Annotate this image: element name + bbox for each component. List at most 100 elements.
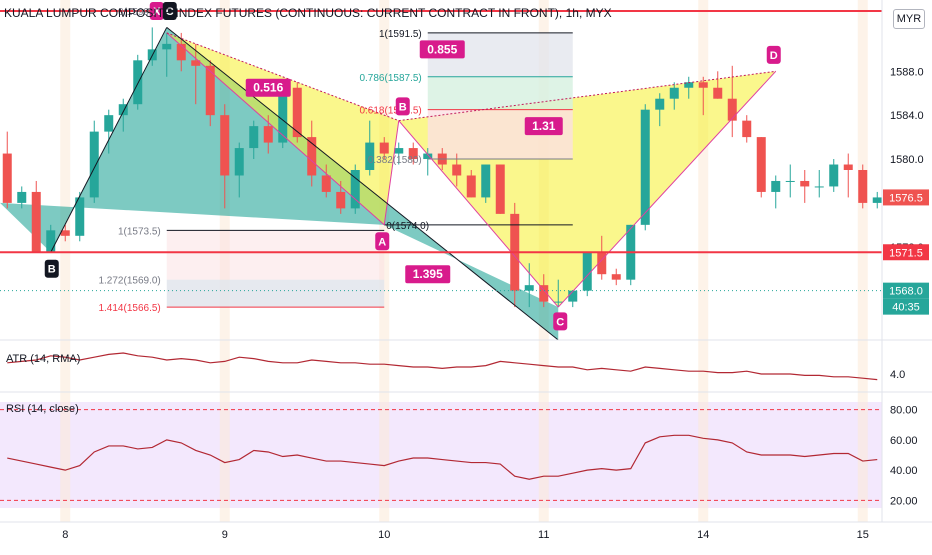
rsi-line	[7, 434, 878, 480]
session-band	[60, 0, 71, 522]
candle-body	[249, 126, 259, 149]
price-tag-label: 1571.5	[889, 247, 923, 259]
candle-body	[713, 87, 723, 99]
pattern-point-label: B	[48, 264, 56, 276]
candle-body	[176, 43, 186, 61]
candle-body	[756, 137, 766, 192]
chart-title: KUALA LUMPUR COMPOSITE INDEX FUTURES (CO…	[4, 6, 612, 20]
price-tag-bg	[883, 298, 929, 315]
candle-body	[858, 170, 868, 203]
candle-body	[727, 98, 737, 121]
rsi-level-label: 20.00	[890, 495, 918, 507]
rsi-band	[0, 402, 882, 508]
price-tag-bg	[883, 189, 929, 206]
candle-body	[669, 87, 679, 99]
candle-body	[17, 191, 27, 203]
candle-body	[568, 290, 578, 302]
candle-body	[75, 197, 85, 236]
pattern-point-label: A	[378, 236, 386, 248]
candle-body	[379, 142, 389, 154]
candle-body	[220, 115, 230, 176]
candle-body	[278, 87, 288, 143]
fib-level-label: 1.272(1569.0)	[98, 276, 160, 287]
price-tag-bg	[883, 282, 929, 299]
candle-body	[423, 153, 433, 160]
candle-body	[640, 109, 650, 225]
fib-level-label: 1(1573.5)	[118, 226, 161, 237]
candle-body	[814, 186, 824, 188]
time-tick-label: 10	[378, 529, 390, 541]
pattern-point-label: D	[770, 50, 778, 62]
ratio-label: 1.31	[532, 119, 556, 133]
candle-body	[336, 191, 346, 209]
pattern-leg	[166, 32, 385, 226]
pattern-point-label: B	[399, 101, 407, 113]
candle-body	[408, 148, 418, 160]
fib-zone	[427, 76, 573, 110]
candle-body	[2, 153, 12, 203]
rsi-level-label: 60.00	[890, 435, 918, 447]
pattern-point-badge	[375, 232, 390, 251]
time-tick-label: 11	[538, 529, 549, 541]
fib-level-label: 0.382(1580)	[368, 155, 422, 166]
candle-body	[234, 148, 244, 176]
pattern-leg	[166, 27, 559, 341]
candle-body	[321, 175, 331, 192]
pattern-leg	[383, 120, 400, 225]
pattern-leg	[166, 32, 399, 122]
ratio-box	[419, 40, 465, 59]
candle-body	[843, 164, 853, 170]
pattern-point-badge	[766, 45, 781, 64]
pattern-leg	[398, 120, 559, 308]
time-tick-label: 8	[62, 529, 68, 541]
candle-body	[800, 180, 810, 187]
candle-body	[89, 131, 99, 198]
candle-body	[466, 175, 476, 198]
pattern-point-badge	[149, 1, 164, 20]
candle-body	[742, 120, 752, 138]
pattern-point-badge	[162, 1, 177, 20]
ratio-box	[405, 265, 451, 284]
candle-body	[292, 87, 302, 138]
price-tag-label: 40:35	[892, 302, 920, 314]
time-tick-label: 9	[222, 529, 228, 541]
fib-level-label: 1.414(1566.5)	[98, 303, 160, 314]
ratio-box	[524, 117, 563, 136]
rsi-level-label: 40.00	[890, 465, 918, 477]
candle-body	[104, 115, 114, 132]
candle-body	[785, 180, 795, 182]
ratio-label: 0.516	[253, 81, 283, 95]
atr-value-label: 4.0	[890, 369, 905, 381]
candle-body	[872, 197, 882, 203]
candle-body	[60, 230, 70, 236]
candle-body	[350, 170, 360, 209]
candle-body	[553, 301, 563, 303]
atr-line	[7, 352, 878, 381]
price-tick-label: 1584.0	[890, 110, 924, 122]
candle-body	[162, 43, 172, 50]
candle-body	[829, 164, 839, 187]
candle-body	[365, 142, 375, 170]
candle-body	[539, 285, 549, 302]
candle-body	[191, 60, 201, 66]
candle-body	[771, 180, 781, 192]
fib-level-label: 0(1574.0)	[386, 221, 429, 232]
atr-label: ATR (14, RMA)	[6, 353, 80, 365]
candle-body	[611, 274, 621, 280]
fib-level-label: 0(1599.5)	[118, 7, 161, 18]
pattern-point-badge	[44, 259, 59, 278]
time-tick-label: 15	[857, 529, 869, 541]
candle-body	[46, 230, 56, 253]
currency-button[interactable]: MYR	[893, 9, 925, 29]
candle-body	[118, 104, 128, 116]
price-tag-label: 1568.0	[889, 286, 923, 298]
price-tag-bg	[883, 244, 929, 261]
pattern-point-badge	[553, 312, 568, 331]
candle-body	[263, 126, 273, 143]
session-band	[857, 0, 868, 522]
rsi-level-label: 80.00	[890, 405, 918, 417]
pattern-point-label: X	[153, 6, 161, 18]
pattern-point-label: C	[166, 6, 174, 18]
